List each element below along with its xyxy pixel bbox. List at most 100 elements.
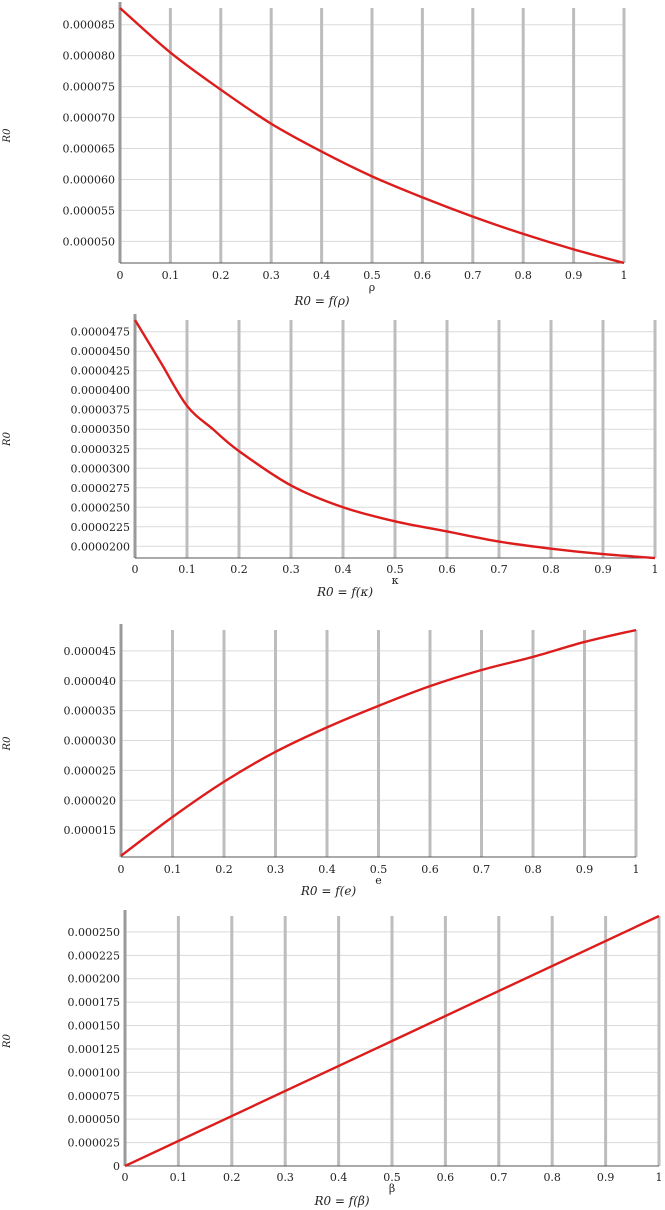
x-tick-label: 0.7 (473, 863, 491, 876)
y-tick-label: 0.000065 (63, 142, 116, 155)
x-tick-label: 0.2 (223, 1171, 241, 1184)
y-tick-label: 0.000040 (64, 675, 117, 688)
y-tick-label: 0.000050 (68, 1113, 121, 1126)
y-tick-label: 0.0000200 (71, 540, 131, 553)
chart-1: 0.000050 0.000055 0.000060 0.000065 0.000070… (2, 2, 628, 308)
y-tick-label: 0.000075 (63, 81, 116, 94)
y-tick-label: 0.000225 (68, 949, 121, 962)
x-tick-label: 0.9 (565, 269, 583, 282)
y-axis-label: R0 (2, 736, 13, 752)
x-tick-label: 0.4 (313, 269, 331, 282)
chart-3: 0.000015 0.000020 0.000025 0.000030 0.000035… (2, 624, 640, 898)
y-tick-label: 0.000025 (68, 1137, 121, 1150)
y-tick-label: 0.000085 (63, 19, 116, 32)
y-tick-label: 0.000200 (68, 973, 121, 986)
x-tick-label: 0.2 (215, 863, 233, 876)
y-tick-label: 0.000020 (64, 794, 117, 807)
x-axis-label: e (375, 874, 382, 887)
series-line (133, 319, 656, 560)
x-tick-label: 0 (118, 863, 125, 876)
y-tick-label: 0 (113, 1160, 120, 1173)
series-line (120, 628, 637, 857)
x-tick-label: 0.9 (597, 1171, 615, 1184)
y-tick-label: 0.000070 (63, 112, 116, 125)
y-tick-label: 0.000045 (64, 645, 117, 658)
y-tick-label: 0.0000400 (71, 384, 131, 397)
x-tick-label: 0.1 (178, 563, 196, 576)
x-tick-label: 0.8 (543, 1171, 561, 1184)
y-tick-label: 0.000015 (64, 824, 117, 837)
y-tick-label: 0.000075 (68, 1090, 121, 1103)
chart-caption: R0 = f(β) (313, 1194, 369, 1208)
x-tick-label: 1 (652, 563, 659, 576)
x-tick-label: 0.9 (576, 863, 594, 876)
chart-2: 0.0000200 0.0000225 0.0000250 0.0000275 0.00… (2, 314, 659, 599)
y-tick-label: 0.0000250 (71, 501, 131, 514)
x-tick-label: 0.2 (230, 563, 248, 576)
y-tick-label: 0.0000275 (71, 482, 131, 495)
y-tick-label: 0.000025 (64, 764, 117, 777)
x-tick-label: 0.1 (170, 1171, 188, 1184)
x-tick-label: 0.9 (594, 563, 612, 576)
chart-caption: R0 = f(ρ) (293, 294, 350, 308)
y-tick-label: 0.000035 (64, 705, 117, 718)
y-tick-label: 0.0000300 (71, 462, 131, 475)
y-tick-label: 0.0000450 (71, 345, 131, 358)
x-tick-label: 0 (117, 269, 124, 282)
chart-caption: R0 = f(e) (300, 884, 357, 898)
x-tick-label: 0.7 (490, 563, 508, 576)
x-tick-label: 0.2 (212, 269, 230, 282)
x-axis-label: κ (392, 574, 399, 587)
chart-4: 0 0.000025 0.000050 0.000075 0.000100 0.00012… (2, 910, 663, 1208)
y-tick-label: 0.000125 (68, 1043, 121, 1056)
y-tick-label: 0.000250 (68, 926, 121, 939)
y-tick-label: 0.000080 (63, 50, 116, 63)
x-tick-label: 0.4 (330, 1171, 348, 1184)
x-tick-label: 1 (656, 1171, 663, 1184)
x-tick-label: 0.8 (514, 269, 532, 282)
y-tick-label: 0.000050 (63, 235, 116, 248)
y-axis-label: R0 (2, 1033, 13, 1049)
y-tick-label: 0.0000325 (71, 443, 131, 456)
x-tick-label: 0.4 (334, 563, 352, 576)
x-tick-label: 0.7 (490, 1171, 508, 1184)
y-tick-label: 0.0000225 (71, 521, 131, 534)
x-tick-label: 0.6 (437, 1171, 455, 1184)
x-axis-label: β (389, 1182, 395, 1195)
x-tick-label: 0.8 (542, 563, 560, 576)
x-tick-label: 0.3 (267, 863, 285, 876)
x-tick-label: 0.6 (414, 269, 432, 282)
series-line (119, 7, 625, 265)
x-tick-label: 0.5 (386, 563, 404, 576)
x-tick-label: 0.8 (524, 863, 542, 876)
x-tick-label: 0.6 (438, 563, 456, 576)
y-tick-label: 0.0000350 (71, 423, 131, 436)
y-tick-label: 0.000060 (63, 173, 116, 186)
x-tick-label: 0.6 (421, 863, 439, 876)
y-tick-label: 0.000055 (63, 204, 116, 217)
y-tick-label: 0.0000375 (71, 404, 131, 417)
x-tick-label: 1 (633, 863, 640, 876)
x-tick-label: 0.1 (164, 863, 182, 876)
y-tick-label: 0.000030 (64, 735, 117, 748)
x-tick-label: 0.5 (383, 1171, 401, 1184)
x-tick-label: 1 (621, 269, 628, 282)
x-tick-label: 0.5 (363, 269, 381, 282)
x-tick-label: 0.7 (464, 269, 482, 282)
y-axis-label: R0 (2, 431, 13, 447)
x-tick-label: 0.3 (282, 563, 300, 576)
x-tick-label: 0.4 (318, 863, 336, 876)
y-tick-label: 0.000150 (68, 1020, 121, 1033)
y-axis-label: R0 (2, 128, 13, 144)
x-tick-label: 0 (122, 1171, 129, 1184)
x-tick-label: 0.3 (262, 269, 280, 282)
x-tick-label: 0.3 (276, 1171, 294, 1184)
y-tick-label: 0.0000475 (71, 326, 131, 339)
y-tick-label: 0.0000425 (71, 365, 131, 378)
y-tick-label: 0.000100 (68, 1066, 121, 1079)
y-tick-label: 0.000175 (68, 996, 121, 1009)
x-axis-label: ρ (369, 281, 375, 294)
chart-caption: R0 = f(κ) (316, 585, 373, 599)
x-tick-label: 0.1 (162, 269, 180, 282)
